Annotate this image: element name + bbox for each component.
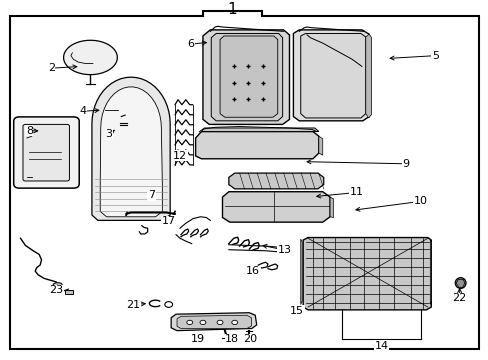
Text: 8: 8 [26,126,33,136]
Bar [64,290,73,294]
Text: 4: 4 [80,106,86,116]
FancyBboxPatch shape [23,125,69,181]
Polygon shape [92,77,170,220]
Text: 7: 7 [148,190,155,200]
Text: 16: 16 [246,266,260,276]
Polygon shape [300,33,365,118]
Circle shape [231,320,237,325]
Polygon shape [329,197,333,217]
Circle shape [217,320,223,325]
Ellipse shape [104,107,118,113]
Text: 12: 12 [173,151,186,161]
FancyBboxPatch shape [14,117,79,188]
Polygon shape [222,192,329,222]
Polygon shape [300,239,302,305]
Text: 22: 22 [451,293,466,303]
Polygon shape [100,87,162,217]
Polygon shape [63,40,117,75]
Polygon shape [201,128,318,131]
Text: 15: 15 [290,306,304,316]
Circle shape [200,320,205,325]
Text: 2: 2 [48,63,55,73]
Text: 13: 13 [277,245,291,255]
Text: 19: 19 [191,334,204,344]
Polygon shape [177,315,251,328]
Text: 3: 3 [105,130,112,139]
Text: 1: 1 [227,1,237,17]
Text: 9: 9 [402,159,408,169]
Text: 11: 11 [349,188,363,197]
Text: 18: 18 [225,334,239,344]
Polygon shape [318,136,322,155]
Polygon shape [365,34,371,118]
Polygon shape [211,33,282,121]
Polygon shape [203,30,289,125]
Text: 14: 14 [374,341,387,351]
Polygon shape [293,30,368,121]
Text: 5: 5 [431,51,438,61]
Ellipse shape [454,278,465,288]
Ellipse shape [53,283,62,287]
Text: 10: 10 [413,197,427,206]
Text: 6: 6 [187,39,194,49]
Circle shape [186,320,192,325]
Polygon shape [220,36,277,117]
Text: 20: 20 [243,334,257,344]
Text: 21: 21 [126,300,140,310]
Polygon shape [228,173,323,189]
Polygon shape [429,239,430,305]
Polygon shape [195,131,318,159]
Text: 23: 23 [49,285,63,295]
Polygon shape [171,313,256,330]
Polygon shape [303,238,430,310]
Text: 17: 17 [162,216,175,226]
